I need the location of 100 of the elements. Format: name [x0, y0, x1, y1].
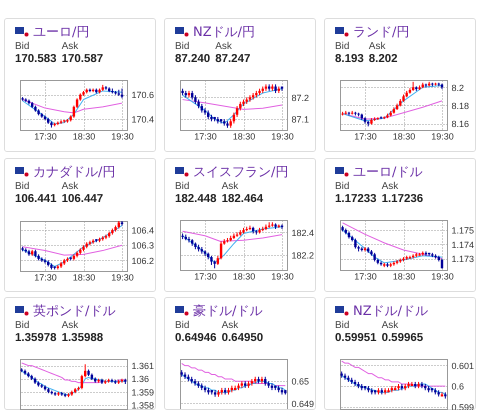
text: Bid	[15, 320, 30, 331]
y-tick-label: 0.601	[452, 360, 474, 371]
text: 1.35988	[62, 332, 104, 344]
line-series	[22, 225, 122, 267]
x-tick-label: 17:30	[354, 132, 377, 142]
text: Ask	[222, 320, 240, 331]
y-tick-label: 1.175	[452, 226, 474, 236]
text: Bid	[175, 181, 190, 192]
text: 8.193	[335, 53, 364, 65]
y-tick-label: 8.18	[452, 100, 470, 111]
line-series	[342, 222, 442, 260]
text: 1.17233	[335, 193, 377, 205]
line-series	[22, 99, 122, 114]
y-tick-label: 170.4	[132, 114, 154, 125]
y-tick-label: 1.36	[132, 374, 150, 384]
line-series	[182, 88, 282, 124]
line-series	[21, 362, 126, 384]
text: Bid	[175, 320, 190, 331]
y-tick-label: 1.174	[452, 240, 474, 250]
y-tick-label: 106.3	[132, 240, 154, 251]
line-series	[341, 360, 446, 387]
chart-title: NZドル/ドル	[353, 303, 428, 320]
y-tick-label: 106.4	[132, 226, 154, 236]
line-series	[342, 230, 442, 264]
y-tick-label: 8.2	[452, 82, 464, 93]
x-tick-label: 18:30	[392, 132, 416, 142]
line-series	[342, 84, 442, 122]
y-tick-label: 1.361	[132, 361, 154, 372]
text: 106.441	[15, 193, 57, 205]
text: 1.35978	[15, 332, 57, 344]
x-tick-label: 19:30	[111, 272, 134, 282]
y-tick-label: 170.6	[132, 90, 154, 100]
candlestick	[354, 238, 357, 250]
text: 87.240	[175, 53, 210, 65]
x-tick-label: 19:30	[431, 272, 454, 282]
candlestick	[412, 81, 414, 92]
text: Ask	[368, 41, 386, 52]
line-series	[21, 370, 126, 396]
text: 182.448	[175, 193, 217, 205]
text: 0.59951	[335, 332, 377, 344]
y-tick-label: 0.649	[292, 398, 314, 409]
y-tick-label: 1.358	[132, 400, 154, 410]
y-tick-label: 182.2	[292, 250, 314, 260]
line-series	[182, 99, 282, 110]
text: 106.447	[62, 193, 104, 205]
y-tick-label: 0.6	[452, 382, 464, 392]
x-tick-label: 18:30	[72, 132, 96, 142]
x-tick-label: 17:30	[34, 132, 57, 142]
text: 1.17236	[382, 193, 424, 205]
chart-title: 豪ドル/ドル	[193, 303, 262, 320]
text: Ask	[222, 181, 240, 192]
line-series	[181, 362, 286, 386]
text: 170.583	[15, 53, 57, 65]
text: Bid	[175, 41, 190, 52]
text: Ask	[215, 41, 233, 52]
text: Bid	[15, 181, 30, 192]
text: Ask	[62, 181, 80, 192]
x-tick-label: 17:30	[34, 272, 57, 282]
x-tick-label: 19:30	[431, 132, 454, 142]
text: 0.59965	[382, 332, 424, 344]
y-tick-label: 1.359	[132, 387, 154, 398]
text: Ask	[62, 41, 80, 52]
candlestick	[268, 222, 270, 228]
text: Bid	[335, 320, 350, 331]
y-tick-label: 87.2	[292, 92, 310, 103]
text: 0.64950	[222, 332, 264, 344]
y-tick-label: 106.2	[132, 256, 154, 266]
chart-title: ユーロ/円	[33, 24, 90, 41]
text: 182.464	[222, 193, 264, 205]
x-tick-label: 19:30	[111, 132, 134, 142]
x-tick-label: 19:30	[271, 272, 294, 282]
y-tick-label: 182.4	[292, 228, 314, 238]
x-tick-label: 18:30	[232, 132, 256, 142]
chart-title: ユーロ/ドル	[353, 164, 422, 181]
y-tick-label: 8.16	[452, 119, 470, 130]
y-tick-label: 0.65	[292, 376, 310, 387]
chart-title: 英ポンド/ドル	[33, 303, 116, 320]
x-tick-label: 18:30	[232, 272, 256, 282]
x-tick-label: 18:30	[392, 272, 416, 282]
text: Ask	[382, 320, 400, 331]
x-tick-label: 17:30	[194, 132, 217, 142]
line-series	[341, 375, 446, 395]
chart-title: ランド/円	[353, 24, 410, 41]
text: Bid	[15, 41, 30, 52]
text: Bid	[335, 181, 350, 192]
line-series	[182, 226, 282, 264]
x-tick-label: 17:30	[354, 272, 377, 282]
text: Bid	[335, 41, 350, 52]
x-tick-label: 18:30	[72, 272, 96, 282]
x-tick-label: 17:30	[194, 272, 217, 282]
line-series	[22, 244, 122, 256]
chart-title: NZドル/円	[193, 24, 256, 41]
y-tick-label: 1.173	[452, 254, 474, 264]
line-series	[182, 230, 282, 242]
text: 0.64946	[175, 332, 217, 344]
text: 8.202	[368, 53, 398, 65]
text: Ask	[382, 181, 400, 192]
chart-title: スイスフラン/円	[193, 164, 288, 181]
text: 87.247	[215, 53, 250, 65]
chart-title: カナダドル/円	[33, 164, 116, 181]
